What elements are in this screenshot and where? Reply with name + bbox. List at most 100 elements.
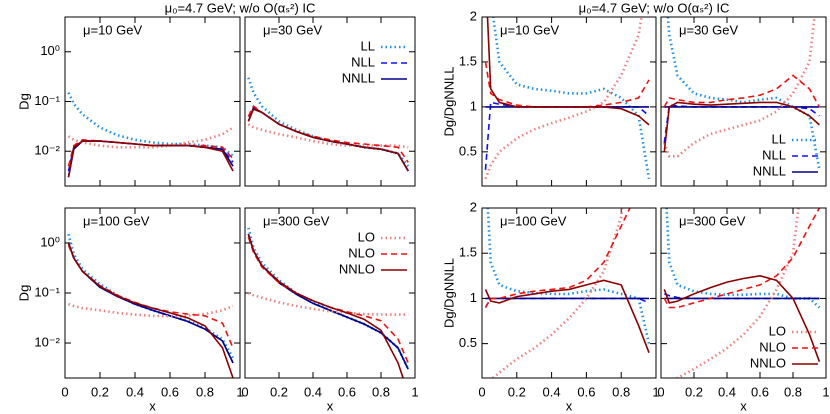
series-line: [484, 279, 650, 353]
x-axis-label: x: [740, 398, 747, 413]
annotation: μ=100 GeV: [83, 213, 150, 228]
series-line: [663, 74, 821, 108]
x-tick-label: 0.4: [126, 384, 144, 399]
x-tick-label: 0.2: [270, 384, 288, 399]
y-axis-label: Dg/DgNNLL: [441, 258, 456, 328]
plot-frame: [244, 207, 416, 379]
x-tick-label: 0.4: [718, 384, 736, 399]
x-tick-label: 1: [652, 384, 659, 399]
x-axis-label: x: [566, 398, 573, 413]
y-tick-label: 2: [470, 199, 477, 214]
series-line: [67, 92, 234, 158]
plot-frame: [64, 16, 241, 187]
y-axis-label: Dg/DgNNLL: [441, 66, 456, 136]
plot-frame: [481, 16, 657, 187]
y-tick-label: 10⁰: [40, 234, 60, 249]
legend-label: NLO: [348, 245, 375, 260]
plot-frame: [660, 207, 827, 379]
series-line: [663, 17, 816, 158]
x-tick-label: 1: [822, 384, 829, 399]
y-axis-label: Dg: [16, 93, 31, 110]
y-tick-label: 10⁻²: [34, 334, 60, 349]
series-line: [484, 17, 643, 180]
series-line: [247, 108, 409, 172]
x-tick-label: 0: [61, 384, 68, 399]
y-tick-label: 10⁻¹: [34, 284, 60, 299]
series-line: [663, 274, 821, 362]
y-tick-label: 10⁻¹: [34, 93, 60, 108]
series-line: [247, 291, 409, 316]
series-line: [67, 242, 234, 364]
annotation: μ=30 GeV: [679, 22, 738, 37]
x-tick-label: 0.4: [304, 384, 322, 399]
series-line: [67, 233, 235, 359]
annotation: μ=100 GeV: [500, 213, 567, 228]
y-tick-label: 1: [470, 98, 477, 113]
series-line: [484, 208, 649, 308]
series-line: [663, 208, 821, 309]
x-tick-label: 1: [236, 384, 243, 399]
y-tick-label: 2: [470, 8, 477, 23]
series-line: [67, 140, 234, 178]
annotation: μ=300 GeV: [679, 213, 746, 228]
series-line: [67, 126, 234, 149]
x-tick-label: 1: [411, 384, 418, 399]
series-line: [484, 101, 650, 170]
annotation: μ=300 GeV: [263, 213, 330, 228]
series-line: [247, 123, 409, 149]
x-tick-label: 0.6: [751, 384, 769, 399]
x-tick-label: 0: [478, 384, 485, 399]
series-line: [247, 237, 409, 364]
y-tick-label: 10⁻²: [34, 143, 60, 158]
series-line: [674, 208, 800, 378]
x-axis-label: x: [327, 398, 334, 413]
legend-label: NNLL: [342, 70, 375, 85]
plot-frame: [64, 207, 241, 379]
x-axis-label: x: [149, 398, 156, 413]
y-tick-label: 10⁰: [40, 43, 60, 58]
x-tick-label: 0.8: [784, 384, 802, 399]
x-tick-label: 0.2: [91, 384, 109, 399]
annotation: μ=30 GeV: [263, 22, 322, 37]
x-tick-label: 0.6: [161, 384, 179, 399]
series-line: [247, 77, 410, 168]
x-tick-label: 0: [657, 384, 664, 399]
y-tick-label: 0.5: [459, 143, 477, 158]
legend-label: NLO: [759, 339, 786, 354]
legend-label: NLL: [762, 147, 786, 162]
y-tick-label: 0.5: [459, 335, 477, 350]
x-tick-label: 0.6: [577, 384, 595, 399]
annotation: μ=10 GeV: [83, 22, 142, 37]
series-line: [486, 208, 651, 344]
legend-label: NLL: [351, 54, 375, 69]
legend-label: NNLL: [753, 163, 786, 178]
x-tick-label: 0.4: [543, 384, 561, 399]
x-tick-label: 0.8: [612, 384, 630, 399]
y-tick-label: 1: [470, 290, 477, 305]
series-line: [247, 227, 410, 370]
x-tick-label: 0.2: [685, 384, 703, 399]
figure-title: μ₀=4.7 GeV; w/o O(αₛ²) IC: [579, 0, 730, 15]
series-line: [663, 104, 820, 144]
legend-label: NNLO: [339, 261, 375, 276]
plot-frame: [244, 16, 416, 187]
annotation: μ=10 GeV: [500, 22, 559, 37]
series-line: [663, 101, 820, 152]
legend-label: LO: [769, 323, 786, 338]
series-line: [486, 17, 650, 126]
x-tick-label: 0: [241, 384, 248, 399]
y-axis-label: Dg: [16, 285, 31, 302]
x-tick-label: 0.8: [196, 384, 214, 399]
series-line: [490, 208, 624, 378]
legend-label: LO: [358, 229, 375, 244]
plot-frame: [481, 207, 657, 379]
series-line: [67, 242, 234, 378]
series-line: [484, 61, 650, 108]
legend-label: NNLO: [750, 355, 786, 370]
x-tick-label: 0.2: [508, 384, 526, 399]
y-tick-label: 1.5: [459, 53, 477, 68]
figure-title: μ₀=4.7 GeV; w/o O(αₛ²) IC: [165, 0, 316, 15]
plot-frame: [660, 16, 827, 187]
series-line: [67, 244, 234, 349]
